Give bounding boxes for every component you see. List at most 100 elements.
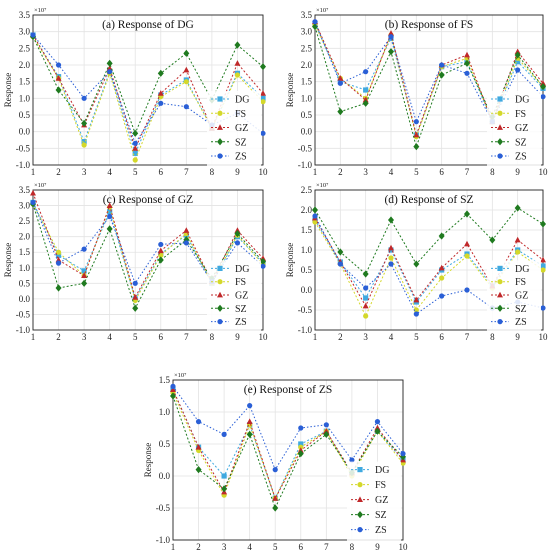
data-point-sz <box>337 108 344 116</box>
series-line-zs <box>32 34 264 145</box>
x-tick-label: 6 <box>439 332 444 342</box>
legend-marker <box>497 96 503 102</box>
data-point-zs <box>464 287 470 293</box>
series-line-gz <box>314 21 544 137</box>
series-line-zs <box>172 386 404 471</box>
y-tick-label: 2.5 <box>19 43 31 53</box>
y-tick-label: 2.5 <box>19 216 31 226</box>
legend-marker <box>357 511 363 519</box>
data-point-sz <box>81 119 88 127</box>
data-point-sz <box>183 49 190 57</box>
data-point-sz <box>489 236 496 244</box>
y-tick-label: 3.5 <box>19 10 31 20</box>
data-point-dg <box>55 252 62 258</box>
x-tick-label: 4 <box>389 332 394 342</box>
series-line-sz <box>314 26 544 149</box>
data-point-dg <box>540 263 546 269</box>
data-point-zs <box>260 263 266 269</box>
data-point-sz <box>246 430 253 438</box>
data-point-sz <box>388 48 394 56</box>
y-tick-label: 3.0 <box>301 27 313 37</box>
data-point-gz <box>388 30 394 36</box>
plot-frame <box>32 14 264 166</box>
legend-marker <box>217 319 223 325</box>
data-point-gz <box>514 236 521 243</box>
data-point-sz <box>221 485 228 493</box>
data-point-gz <box>540 80 546 86</box>
chart-title: (d) Response of SZ <box>384 194 473 206</box>
data-point-gz <box>246 418 253 424</box>
data-point-gz <box>260 90 266 96</box>
x-tick-label: 3 <box>222 542 227 550</box>
x-tick-label: 7 <box>184 332 189 342</box>
data-point-sz <box>234 41 241 49</box>
legend-entry: SZ <box>235 304 247 315</box>
data-point-sz <box>323 430 330 438</box>
series-line-fs <box>314 24 544 139</box>
data-point-sz <box>297 450 304 458</box>
data-point-fs <box>540 267 546 273</box>
data-point-zs <box>132 140 138 146</box>
data-point-fs <box>515 249 521 255</box>
legend-marker <box>357 527 363 533</box>
data-point-gz <box>464 240 470 247</box>
data-point-zs <box>81 246 87 252</box>
x-tick-label: 3 <box>363 332 368 342</box>
legend-marker <box>357 482 363 488</box>
data-point-gz <box>388 244 394 251</box>
legend-marker <box>497 138 503 146</box>
y-axis-label: Response <box>285 73 295 108</box>
legend-marker <box>217 291 223 298</box>
axis-multiplier: ×10⁷ <box>34 7 46 14</box>
x-tick-label: 2 <box>338 332 343 342</box>
data-point-zs <box>439 62 445 68</box>
data-point-gz <box>374 424 381 431</box>
y-tick-label: 0.5 <box>301 265 313 275</box>
y-tick-label: -1.0 <box>298 160 313 170</box>
legend-entry: DG <box>235 95 249 106</box>
x-tick-label: 4 <box>389 167 394 177</box>
x-tick-label: 10 <box>539 167 549 177</box>
x-tick-label: 2 <box>338 167 343 177</box>
legend-entry: FS <box>375 480 386 491</box>
data-point-gz <box>183 227 190 233</box>
data-point-sz <box>388 216 394 224</box>
data-point-fs <box>260 99 266 105</box>
data-point-gz <box>183 66 190 73</box>
legend-entry: SZ <box>515 304 527 315</box>
axis-multiplier: ×10⁷ <box>174 372 186 379</box>
chart-title: (a) Response of DG <box>102 19 194 31</box>
data-point-fs <box>183 79 189 85</box>
legend: DG FS GZ SZ ZS <box>207 260 261 331</box>
legend-marker <box>217 304 223 312</box>
x-tick-label: 7 <box>465 332 470 342</box>
data-point-sz <box>514 51 521 59</box>
series-line-sz <box>32 36 264 135</box>
x-tick-label: 7 <box>465 167 470 177</box>
legend-marker <box>497 319 503 325</box>
data-point-dg <box>132 150 138 156</box>
y-tick-label: 1.5 <box>19 77 31 87</box>
x-tick-label: 6 <box>159 167 164 177</box>
data-point-dg <box>107 209 113 215</box>
data-point-gz <box>234 60 241 66</box>
x-tick-label: 2 <box>196 542 201 550</box>
data-point-gz <box>514 48 521 55</box>
data-point-fs <box>439 275 445 281</box>
data-point-sz <box>362 270 369 278</box>
data-point-fs <box>132 157 138 163</box>
x-tick-label: 9 <box>515 167 520 177</box>
legend-marker <box>497 291 503 298</box>
series-line-gz <box>32 34 264 150</box>
legend-marker <box>357 496 363 502</box>
data-point-fs <box>413 307 419 313</box>
data-point-zs <box>55 62 62 68</box>
y-tick-label: 0.5 <box>159 439 171 449</box>
data-point-dg <box>81 139 87 145</box>
y-tick-label: 1.0 <box>19 93 31 103</box>
data-point-zs <box>260 130 266 136</box>
data-point-zs <box>195 419 202 425</box>
x-tick-label: 9 <box>375 542 380 550</box>
data-point-sz <box>234 229 241 238</box>
legend: DG FS GZ SZ ZS <box>487 91 541 167</box>
